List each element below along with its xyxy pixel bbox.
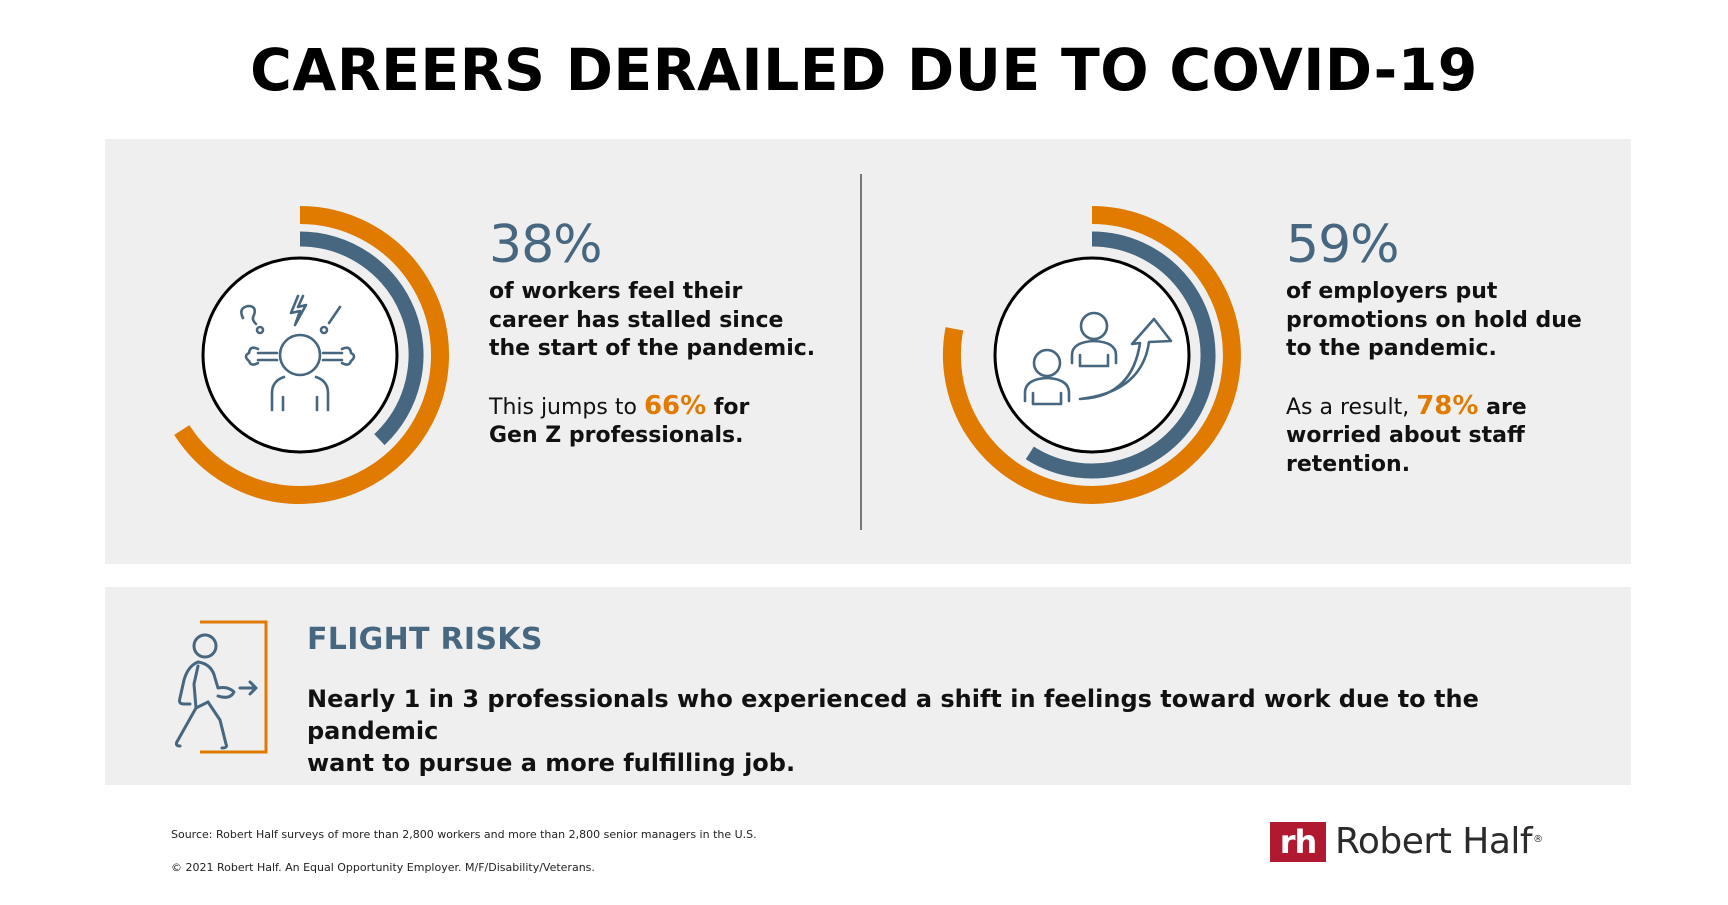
highlight-value: 66%	[643, 390, 707, 421]
blue-arc-38	[299, 231, 424, 446]
rh-logo-mark: rh	[1270, 822, 1326, 862]
desc-line: of workers feel their	[489, 279, 743, 304]
orange-arc-78	[942, 206, 1241, 504]
person-exiting-door-icon	[168, 616, 268, 763]
desc-line: the start of the pandemic.	[489, 336, 816, 361]
robert-half-logo: rh Robert Half®	[1270, 822, 1543, 862]
stat-block-employers: 59% of employers put promotions on hold …	[1286, 216, 1626, 479]
frustrated-person-icon	[240, 294, 356, 412]
sub-line: Gen Z professionals.	[489, 423, 744, 448]
stat-subtext: This jumps to 66% for Gen Z professional…	[489, 390, 849, 451]
copyright-note: © 2021 Robert Half. An Equal Opportunity…	[171, 861, 595, 874]
flight-risks-text: Nearly 1 in 3 professionals who experien…	[307, 683, 1607, 779]
flight-text-line: want to pursue a more fulfilling job.	[307, 749, 796, 777]
logo-wordmark: Robert Half®	[1335, 822, 1543, 862]
donut-chart-workers	[150, 205, 450, 505]
desc-line: to the pandemic.	[1286, 336, 1497, 361]
stat-subtext: As a result, 78% are worried about staff…	[1286, 390, 1626, 480]
sub-suffix: are	[1478, 394, 1527, 420]
flight-risks-panel	[105, 587, 1631, 785]
sub-line: retention.	[1286, 451, 1411, 477]
stat-value: 59%	[1286, 215, 1400, 275]
registered-mark: ®	[1533, 834, 1543, 845]
flight-risks-title: FLIGHT RISKS	[307, 622, 543, 657]
sub-prefix: As a result,	[1286, 394, 1417, 420]
donut-chart-employers	[942, 205, 1242, 505]
sub-suffix: for	[706, 394, 750, 420]
sub-prefix: This jumps to	[489, 394, 644, 420]
blue-arc-59	[1025, 231, 1216, 479]
desc-line: promotions on hold due	[1286, 307, 1582, 333]
orange-arc-66	[174, 206, 449, 504]
desc-line: career has stalled since	[489, 307, 784, 333]
stat-description: of workers feel their career has stalled…	[489, 278, 849, 364]
sub-line: worried about staff	[1286, 423, 1525, 448]
desc-line: of employers put	[1286, 279, 1498, 304]
people-promotion-arrow-icon	[1023, 311, 1173, 406]
stat-description: of employers put promotions on hold due …	[1286, 278, 1626, 364]
panel-divider	[860, 174, 862, 530]
logo-text: Robert Half	[1335, 821, 1533, 862]
source-note: Source: Robert Half surveys of more than…	[171, 828, 757, 841]
flight-text-line: Nearly 1 in 3 professionals who experien…	[307, 685, 1479, 745]
highlight-value: 78%	[1416, 390, 1479, 421]
stat-value: 38%	[489, 215, 603, 275]
page-title: CAREERS DERAILED DUE TO COVID-19	[250, 36, 1478, 104]
stat-block-workers: 38% of workers feel their career has sta…	[489, 216, 849, 451]
